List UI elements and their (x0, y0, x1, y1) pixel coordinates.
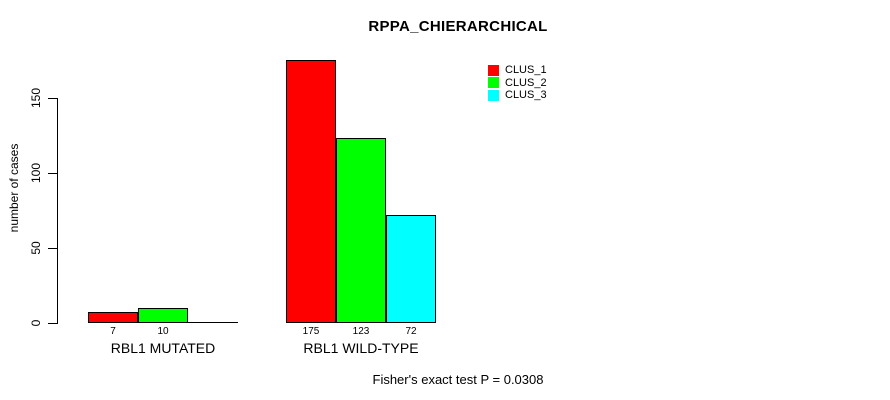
bar-clus_2 (336, 138, 386, 323)
legend-item-clus_1: CLUS_1 (488, 64, 547, 77)
fisher-test-annotation: Fisher's exact test P = 0.0308 (372, 372, 544, 387)
y-axis-tick-label: 50 (29, 241, 43, 255)
legend-swatch-icon (488, 89, 499, 101)
bar-value-label: 7 (110, 326, 116, 337)
legend: CLUS_1 CLUS_2 CLUS_3 (488, 64, 547, 102)
y-axis-tick (48, 323, 57, 324)
y-axis-tick (48, 248, 57, 249)
bar-clus_1 (286, 60, 336, 323)
y-axis-line (57, 98, 58, 324)
bar-clus_3-zero (188, 322, 238, 323)
group-label: RBL1 MUTATED (110, 340, 216, 356)
legend-swatch-icon (488, 64, 499, 76)
y-axis-tick-label: 0 (29, 319, 43, 327)
y-axis-tick (48, 98, 57, 99)
bar-clus_3 (386, 215, 436, 323)
legend-item-label: CLUS_3 (505, 89, 547, 102)
bar-value-label: 123 (352, 326, 370, 337)
y-axis-tick (48, 173, 57, 174)
bar-value-label: 72 (405, 326, 417, 337)
bar-value-label: 10 (157, 326, 169, 337)
y-axis-tick-label: 100 (29, 162, 43, 184)
legend-item-label: CLUS_2 (505, 76, 547, 89)
legend-item-clus_3: CLUS_3 (488, 89, 547, 102)
y-axis-tick-label: 150 (29, 87, 43, 109)
legend-item-clus_2: CLUS_2 (488, 77, 547, 90)
chart-title: RPPA_CHIERARCHICAL (368, 18, 548, 35)
bar-clus_1 (88, 312, 138, 323)
bar-value-label: 175 (302, 326, 320, 337)
group-label: RBL1 WILD-TYPE (303, 340, 419, 356)
legend-item-label: CLUS_1 (505, 64, 547, 77)
legend-swatch-icon (488, 77, 499, 89)
bar-clus_2 (138, 308, 188, 323)
